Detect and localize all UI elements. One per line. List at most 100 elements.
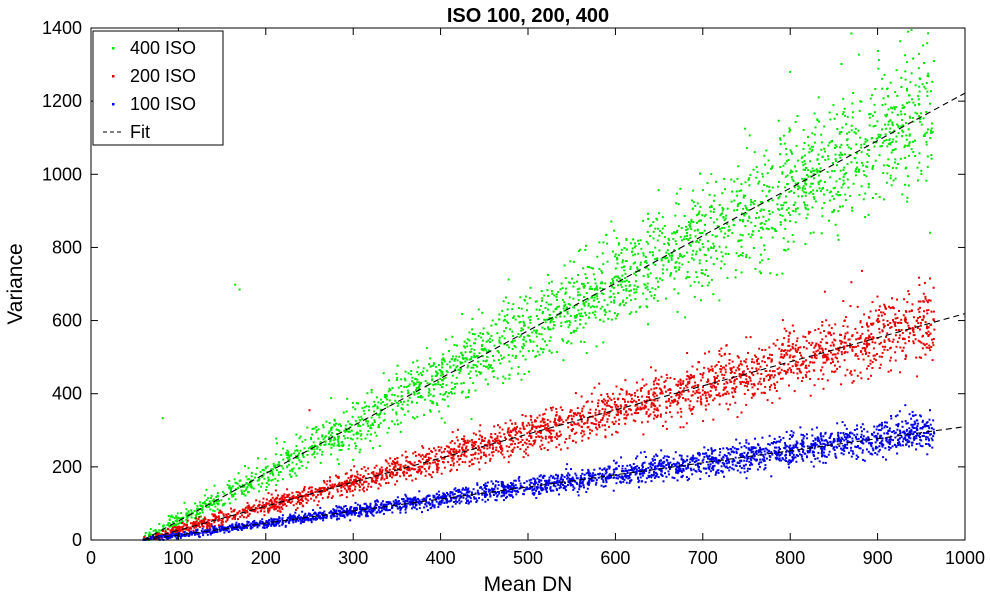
data-point bbox=[570, 414, 573, 417]
data-point bbox=[929, 129, 932, 132]
data-point bbox=[646, 288, 649, 291]
data-point bbox=[589, 285, 592, 288]
data-point bbox=[393, 423, 396, 426]
data-point bbox=[912, 342, 915, 345]
data-point bbox=[338, 481, 341, 484]
data-point bbox=[667, 242, 669, 245]
data-point bbox=[813, 356, 816, 359]
data-point bbox=[738, 364, 740, 367]
data-point bbox=[485, 359, 488, 362]
data-point bbox=[429, 409, 431, 412]
data-point bbox=[789, 169, 792, 172]
data-point bbox=[908, 133, 911, 136]
data-point bbox=[450, 358, 453, 361]
data-point bbox=[630, 397, 633, 400]
data-point bbox=[617, 242, 620, 245]
data-point bbox=[507, 278, 510, 281]
data-point bbox=[883, 324, 886, 327]
data-point bbox=[799, 351, 801, 354]
data-point bbox=[658, 249, 661, 252]
data-point bbox=[664, 236, 666, 239]
data-point bbox=[451, 457, 454, 460]
data-point bbox=[351, 401, 354, 404]
data-point bbox=[869, 362, 872, 365]
data-point bbox=[683, 254, 686, 257]
data-point bbox=[562, 339, 564, 342]
data-point bbox=[709, 385, 712, 388]
data-point bbox=[470, 350, 473, 353]
data-point bbox=[842, 111, 845, 113]
data-point bbox=[895, 329, 898, 331]
data-point bbox=[295, 463, 298, 466]
data-point bbox=[730, 367, 733, 370]
data-point bbox=[906, 102, 909, 105]
data-point bbox=[267, 478, 270, 481]
data-point bbox=[801, 177, 804, 180]
data-point bbox=[428, 473, 431, 476]
data-point bbox=[192, 512, 195, 515]
data-point bbox=[503, 315, 506, 318]
data-point bbox=[360, 433, 363, 436]
data-point bbox=[333, 418, 336, 421]
data-point bbox=[661, 268, 664, 271]
data-point bbox=[778, 347, 781, 350]
data-point bbox=[647, 408, 650, 411]
data-point bbox=[587, 304, 590, 307]
data-point bbox=[162, 530, 164, 532]
data-point bbox=[549, 420, 552, 423]
data-point bbox=[654, 246, 657, 249]
data-point bbox=[488, 440, 491, 443]
data-point bbox=[575, 316, 578, 319]
data-point bbox=[568, 434, 571, 437]
data-point bbox=[762, 208, 765, 211]
data-point bbox=[901, 193, 904, 196]
data-point bbox=[779, 213, 782, 216]
data-point bbox=[785, 372, 787, 375]
data-point bbox=[421, 445, 424, 448]
data-point bbox=[596, 295, 599, 298]
data-point bbox=[688, 407, 691, 410]
data-point bbox=[616, 410, 619, 413]
data-point bbox=[290, 453, 293, 456]
data-point bbox=[652, 221, 655, 224]
data-point bbox=[410, 373, 413, 376]
data-point bbox=[781, 172, 784, 175]
data-point bbox=[583, 433, 586, 436]
data-point bbox=[646, 282, 649, 285]
data-point bbox=[678, 268, 680, 271]
data-point bbox=[405, 386, 408, 388]
data-point bbox=[669, 404, 672, 407]
data-point bbox=[599, 421, 602, 424]
data-point bbox=[602, 414, 605, 417]
data-point bbox=[698, 232, 701, 235]
data-point bbox=[386, 405, 389, 408]
data-point bbox=[444, 448, 447, 450]
data-point bbox=[198, 526, 201, 528]
data-point bbox=[820, 133, 823, 136]
data-point bbox=[373, 474, 376, 477]
data-point bbox=[802, 164, 805, 167]
data-point bbox=[478, 352, 481, 355]
data-point bbox=[466, 439, 469, 442]
data-point bbox=[513, 339, 516, 342]
data-point bbox=[745, 206, 748, 209]
data-point bbox=[612, 279, 614, 282]
data-point bbox=[551, 439, 553, 442]
data-point bbox=[428, 389, 431, 392]
data-point bbox=[686, 235, 689, 237]
data-point bbox=[821, 354, 824, 357]
data-point bbox=[369, 439, 372, 442]
data-point bbox=[768, 185, 771, 188]
data-point bbox=[582, 267, 585, 270]
data-point bbox=[629, 242, 632, 245]
data-point bbox=[645, 305, 648, 308]
data-point bbox=[890, 184, 893, 187]
data-point bbox=[842, 346, 845, 349]
data-point bbox=[707, 403, 710, 406]
data-point bbox=[843, 352, 846, 354]
data-point bbox=[432, 402, 435, 405]
data-point bbox=[345, 483, 348, 486]
data-point bbox=[820, 148, 823, 151]
data-point bbox=[543, 447, 546, 450]
data-point bbox=[812, 195, 815, 198]
